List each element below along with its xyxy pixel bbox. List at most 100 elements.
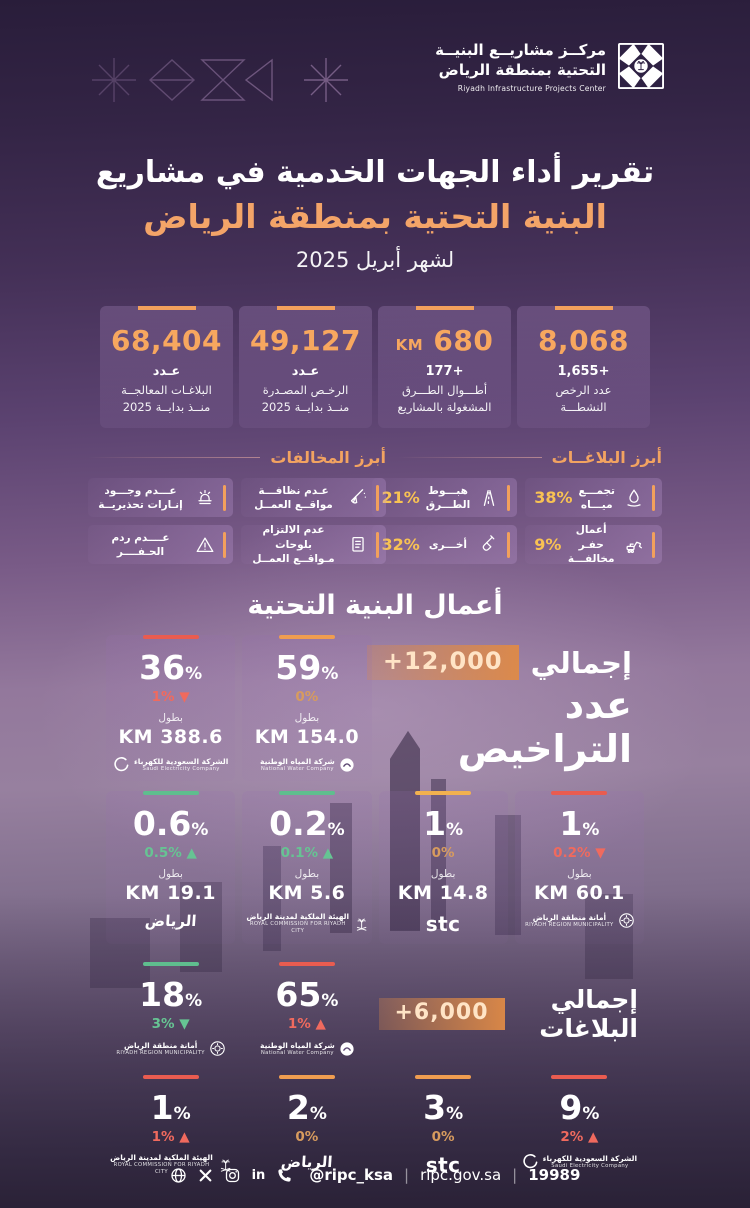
x-social-icon[interactable]	[198, 1168, 213, 1183]
delta-value: ▲ 1%	[151, 1129, 190, 1146]
length-value: 154.0 KM	[254, 726, 360, 749]
reports-summary-grid: إجمالي البلاغات +6,000 65% ▲ 1% شركة الم…	[106, 962, 644, 1185]
decorative-pattern	[92, 58, 348, 102]
rrm-emblem-icon	[618, 913, 634, 928]
linkedin-icon[interactable]: in	[251, 1167, 266, 1183]
percent-sign: %	[185, 664, 203, 685]
stc-logo: stc	[425, 1153, 461, 1178]
org-name-en: National Water Company	[260, 1049, 334, 1056]
signboard-icon	[345, 534, 370, 556]
trend-bar	[551, 1075, 608, 1080]
length-value: 14.8 KM	[397, 882, 489, 905]
report-item-other: أخـــرى 32%	[372, 525, 518, 565]
item-accent-bar	[652, 531, 655, 558]
top-violations-section: أبرز المخالفات عـدم نظافـــة مواقــع العم…	[88, 448, 386, 565]
length-label: بطول	[294, 712, 320, 725]
delta-value: 0%	[431, 845, 455, 862]
ground-shadow	[0, 893, 750, 1208]
delta-value: 0%	[295, 1129, 319, 1146]
length-label: بطول	[430, 868, 456, 881]
social-handle[interactable]: @ripc_ksa	[309, 1166, 394, 1184]
reports-card-royal-commission: 1% ▲ 1% الهيئة الملكية لمدينة الرياض ROYA…	[106, 1075, 235, 1185]
percent-sign: %	[173, 1104, 191, 1125]
report-item-percent: 32%	[381, 535, 420, 555]
trend-bar	[278, 791, 335, 796]
nwc-logo: شركة المياه الوطنية National Water Compan…	[245, 756, 368, 773]
length-value: 388.6 KM	[118, 726, 223, 749]
kpi-card-active-licenses: 8,068 +1,655 عدد الرخص النشطـــة	[517, 306, 650, 429]
instagram-icon[interactable]	[224, 1167, 241, 1184]
item-accent-bar	[376, 531, 379, 558]
percent-sign: %	[446, 820, 464, 841]
phone-number[interactable]: 19989	[528, 1166, 581, 1184]
org-name-ar: شركة المياه الوطنية	[260, 756, 335, 766]
title-line-1: تقرير أداء الجهات الخدمية في مشاريع	[95, 155, 655, 190]
org-name-en: National Water Company	[260, 765, 334, 772]
rrm-emblem-icon	[210, 1041, 225, 1056]
kpi-value: 68,404	[110, 324, 223, 358]
violation-item-label: عدم الالتزام بلوحات مـواقــع العمــل	[252, 524, 335, 565]
section-title: أبرز البلاغــات	[551, 448, 662, 468]
report-item-label: تجمـــع ميـــاه	[578, 484, 616, 511]
section-header: أبرز المخالفات	[88, 448, 386, 467]
kpi-delta: عـدد	[291, 364, 320, 380]
item-accent-bar	[507, 484, 511, 511]
cleaning-icon	[345, 487, 370, 509]
background-glow	[0, 459, 750, 967]
warning-light-icon	[192, 487, 217, 509]
length-value: 5.6 KM	[268, 882, 346, 905]
kpi-delta: +177	[425, 364, 464, 380]
nwc-disc-icon	[340, 758, 354, 772]
infra-card-sec: 36% ▼ 1% بطول 388.6 KM الشركة السعودية ل…	[106, 635, 236, 782]
title-block: تقرير أداء الجهات الخدمية في مشاريع البن…	[0, 152, 750, 272]
rcrc-palm-icon	[220, 1159, 231, 1172]
org-name-en: ROYAL COMMISSION FOR RIYADH CITY	[249, 921, 346, 935]
total-licenses-label: إجمالي	[530, 645, 632, 680]
delta-value: ▼ 0.2%	[553, 845, 606, 862]
rrm-logo: أمانة منطقة الرياض RIYADH REGION MUNICIPA…	[109, 1040, 232, 1057]
percentage-value: 9%	[559, 1088, 600, 1128]
sec-crescent-icon	[114, 757, 129, 772]
violations-grid: عـدم نظافـــة مواقــع العمــل عـــدم وجــ…	[88, 478, 386, 565]
percent-sign: %	[309, 1104, 327, 1125]
length-value: 19.1 KM	[125, 882, 216, 905]
excavator-icon	[621, 534, 646, 556]
kpi-delta: عـدد	[152, 364, 181, 380]
length-label: بطول	[158, 712, 183, 725]
violation-item-site-cleanliness: عـدم نظافـــة مواقــع العمــل	[241, 478, 386, 518]
delta-value: 0%	[295, 689, 319, 706]
top-reports-section: أبرز البلاغــات تجمـــع ميـــاه 38%	[372, 448, 662, 565]
brand-name-ar-1: مركــز مشاريــع البنيــة	[435, 41, 606, 59]
delta-value: ▲ 0.5%	[144, 845, 197, 862]
brand: مركــز مشاريــع البنيــة التحتية بمنطقة …	[435, 40, 664, 93]
phone-icon[interactable]	[276, 1167, 292, 1183]
total-reports-label: إجمالي البلاغات	[539, 984, 638, 1043]
kpi-label: الرخـص المصـدرة منــذ بدايــة 2025	[261, 383, 350, 414]
section-divider-line	[88, 457, 261, 459]
kpi-value: 680 KM	[395, 324, 494, 358]
infra-card-nwc: 59% 0% بطول 154.0 KM شركة المياه الوطنية…	[242, 635, 372, 782]
globe-icon[interactable]	[170, 1167, 187, 1184]
report-item-label: هبـــوط الطـــرق	[425, 484, 471, 511]
report-item-percent: 38%	[534, 488, 573, 508]
infrastructure-grid: إجمالي +12,000 عدد التراخيص 59% 0% بطول …	[106, 635, 644, 945]
total-licenses-label-2: عدد التراخيص	[457, 683, 632, 772]
length-label: بطول	[567, 868, 592, 881]
website-url[interactable]: ripc.gov.sa	[420, 1166, 502, 1184]
ripc-logo-mark	[618, 43, 664, 90]
violation-item-warning-lights: عـــدم وجـــود إنـارات تحذيريــة	[88, 478, 233, 518]
trend-bar	[278, 1075, 335, 1080]
kpi-value: 8,068	[537, 324, 630, 358]
report-item-water: تجمـــع ميـــاه 38%	[525, 478, 662, 518]
total-licenses-value: +12,000	[366, 645, 519, 681]
percent-sign: %	[582, 1104, 600, 1125]
report-item-percent: 21%	[381, 488, 420, 508]
rcrc-logo: الهيئة الملكية لمدينة الرياض ROYAL COMMIS…	[245, 912, 368, 935]
percentage-value: 36%	[139, 648, 203, 688]
brand-text: مركــز مشاريــع البنيــة التحتية بمنطقة …	[435, 40, 606, 93]
length-label: بطول	[294, 868, 320, 881]
reports-card-riyadh-city: 2% 0% الرياض	[242, 1075, 371, 1185]
kpi-card-issued-licenses: 49,127 عـدد الرخـص المصـدرة منــذ بدايــة…	[239, 306, 372, 429]
org-name-ar: أمانة منطقة الرياض	[532, 912, 607, 922]
